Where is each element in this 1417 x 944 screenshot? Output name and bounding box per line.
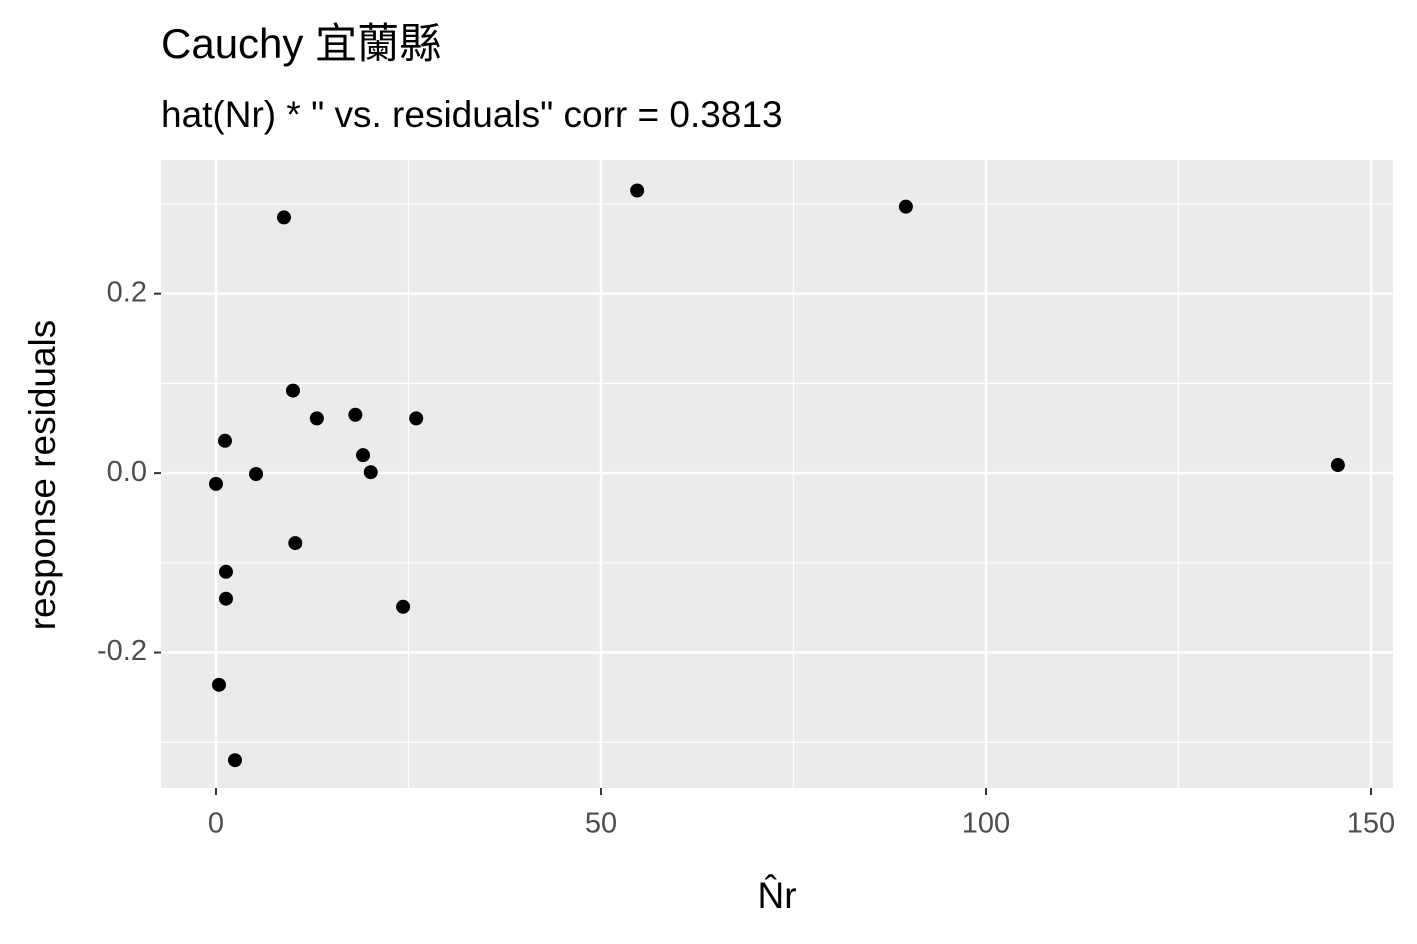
point — [276, 210, 291, 225]
point — [363, 465, 378, 480]
point — [249, 467, 264, 481]
point — [1330, 458, 1345, 473]
chart-title: Cauchy 宜蘭縣 — [161, 20, 441, 67]
point — [218, 564, 233, 579]
point — [208, 476, 223, 491]
point — [218, 591, 233, 606]
y-tick-label: 0.0 — [107, 456, 147, 488]
x-tick-label: 50 — [585, 808, 617, 840]
x-tick-label: 100 — [962, 808, 1010, 840]
y-tick-label: -0.2 — [97, 635, 147, 667]
y-axis-title: response residuals — [22, 320, 63, 631]
point — [348, 407, 363, 422]
point — [356, 448, 371, 463]
point — [409, 411, 424, 426]
point — [211, 677, 226, 692]
point — [396, 599, 411, 614]
point — [217, 433, 232, 448]
point — [309, 411, 324, 426]
x-tick-label: 0 — [208, 808, 224, 840]
point — [288, 536, 303, 551]
x-tick-label: 150 — [1347, 808, 1395, 840]
point — [630, 183, 645, 198]
y-tick-label: 0.2 — [107, 276, 147, 308]
point — [285, 383, 300, 398]
point — [227, 753, 242, 768]
chart-subtitle: hat(Nr) * " vs. residuals" corr = 0.3813 — [161, 94, 783, 135]
point — [898, 199, 913, 214]
x-axis-title: N̂r — [757, 874, 796, 916]
